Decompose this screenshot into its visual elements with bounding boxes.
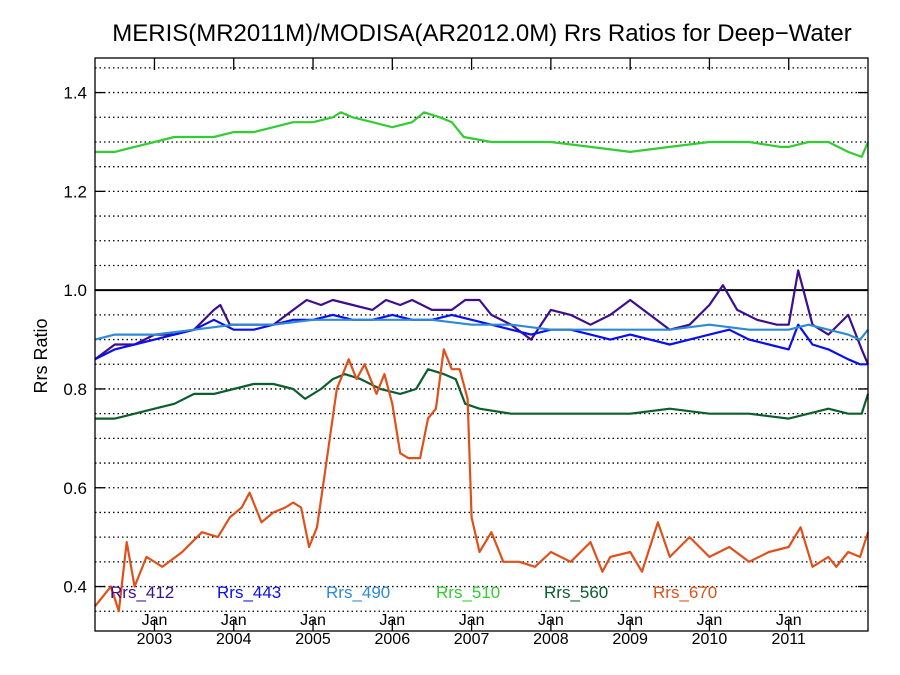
y-tick-label: 1.0 xyxy=(63,281,87,300)
x-tick-label-year: 2007 xyxy=(454,631,490,648)
x-tick-label-year: 2010 xyxy=(692,631,728,648)
x-tick-label-month: Jan xyxy=(538,612,564,629)
x-tick-label-year: 2003 xyxy=(137,631,173,648)
y-tick-label: 0.6 xyxy=(63,479,87,498)
y-tick-label: 0.8 xyxy=(63,380,87,399)
series-line-rrs-560 xyxy=(95,368,870,420)
plot-frame xyxy=(94,57,869,632)
y-tick-label: 0.4 xyxy=(63,578,87,597)
legend-entry-rrs-560: Rrs_560 xyxy=(544,583,608,602)
x-tick-label-month: Jan xyxy=(142,612,168,629)
x-tick-label-year: 2005 xyxy=(295,631,331,648)
legend-entry-rrs-510: Rrs_510 xyxy=(436,583,500,602)
legend-entry-rrs-443: Rrs_443 xyxy=(217,583,281,602)
x-tick-label-year: 2009 xyxy=(612,631,648,648)
x-tick-label-month: Jan xyxy=(379,612,405,629)
x-tick-label-year: 2004 xyxy=(216,631,252,648)
x-tick-label-month: Jan xyxy=(776,612,802,629)
x-tick-label-month: Jan xyxy=(617,612,643,629)
series-line-rrs-670 xyxy=(94,348,870,613)
series-line-rrs-443 xyxy=(94,313,868,366)
legend-entry-rrs-412: Rrs_412 xyxy=(110,583,174,602)
series-line-rrs-412 xyxy=(94,269,870,365)
x-tick-label-month: Jan xyxy=(459,612,485,629)
x-tick-label-year: 2011 xyxy=(772,631,807,648)
x-axis-ticks: Jan 2003 Jan 2004 Jan 2005 Jan 2006 Jan 2007 Jan 20… xyxy=(137,58,806,648)
chart-title: MERIS(MR2011M)/MODISA(AR2012.0M) Rrs Rat… xyxy=(112,20,852,47)
x-tick-label-month: Jan xyxy=(221,612,247,629)
series-line-rrs-510 xyxy=(95,111,870,158)
y-tick-label: 1.4 xyxy=(63,84,87,103)
y-axis-ticks: 0.4 0.6 0.8 1.0 1.2 1.4 xyxy=(63,84,868,597)
series-lines xyxy=(94,111,870,613)
legend: Rrs_412 Rrs_443 Rrs_490 Rrs_510 Rrs_560 Rrs_6… xyxy=(110,583,717,602)
legend-entry-rrs-670: Rrs_670 xyxy=(653,583,717,602)
series-line-rrs-490 xyxy=(94,318,869,341)
x-tick-label-year: 2006 xyxy=(375,631,411,648)
y-tick-label: 1.2 xyxy=(63,182,87,201)
legend-entry-rrs-490: Rrs_490 xyxy=(326,583,390,602)
x-tick-label-year: 2008 xyxy=(533,631,569,648)
y-axis-label: Rrs Ratio xyxy=(31,318,51,393)
x-tick-label-month: Jan xyxy=(300,612,326,629)
x-tick-label-month: Jan xyxy=(697,612,723,629)
